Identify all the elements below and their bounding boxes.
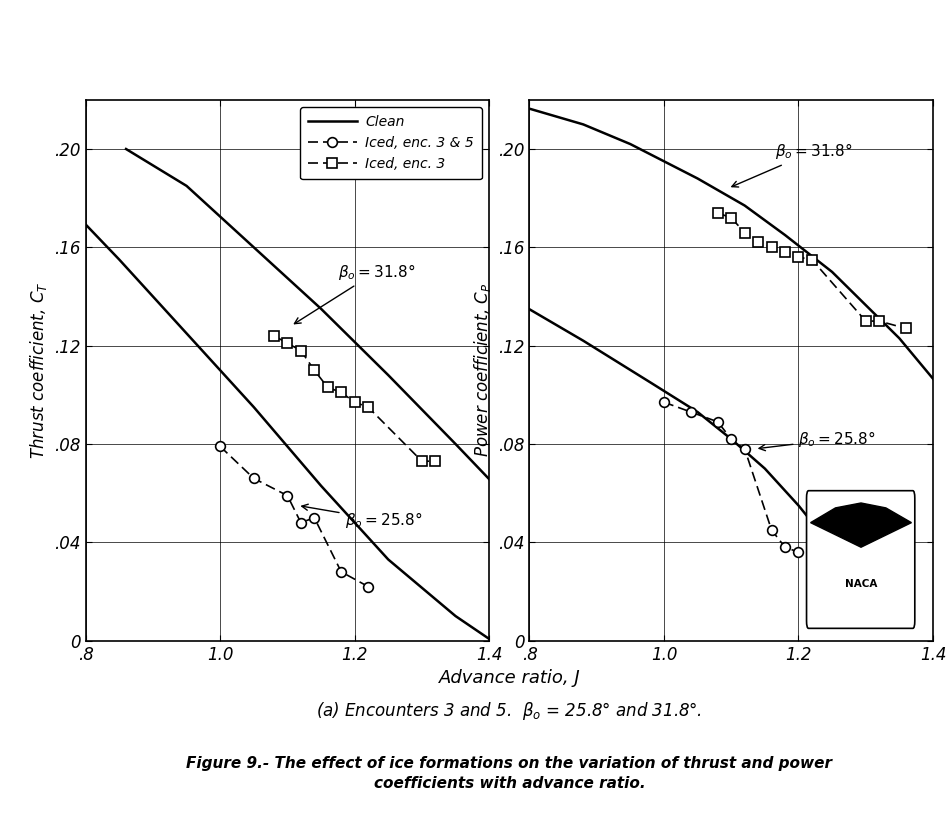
- Text: NACA: NACA: [844, 579, 877, 589]
- Text: $\beta_o = 25.8°$: $\beta_o = 25.8°$: [302, 504, 422, 530]
- Text: $\beta_o = 31.8°$: $\beta_o = 31.8°$: [294, 262, 415, 324]
- Text: Figure 9.- The effect of ice formations on the variation of thrust and power: Figure 9.- The effect of ice formations …: [187, 756, 832, 771]
- Text: (a) Encounters 3 and 5.  $\beta_o$ = 25.8° and 31.8°.: (a) Encounters 3 and 5. $\beta_o$ = 25.8…: [316, 701, 703, 722]
- Y-axis label: Power coefficient, $C_P$: Power coefficient, $C_P$: [471, 283, 492, 458]
- Text: coefficients with advance ratio.: coefficients with advance ratio.: [373, 776, 645, 791]
- Polygon shape: [810, 503, 911, 547]
- Text: $\beta_o = 31.8°$: $\beta_o = 31.8°$: [732, 141, 852, 187]
- Text: $\beta_o = 25.8°$: $\beta_o = 25.8°$: [759, 429, 876, 451]
- Text: Advance ratio, J: Advance ratio, J: [439, 669, 580, 687]
- Y-axis label: Thrust coefficient, $C_T$: Thrust coefficient, $C_T$: [28, 281, 49, 459]
- FancyBboxPatch shape: [806, 491, 915, 628]
- Legend: Clean, Iced, enc. 3 & 5, Iced, enc. 3: Clean, Iced, enc. 3 & 5, Iced, enc. 3: [300, 106, 483, 180]
